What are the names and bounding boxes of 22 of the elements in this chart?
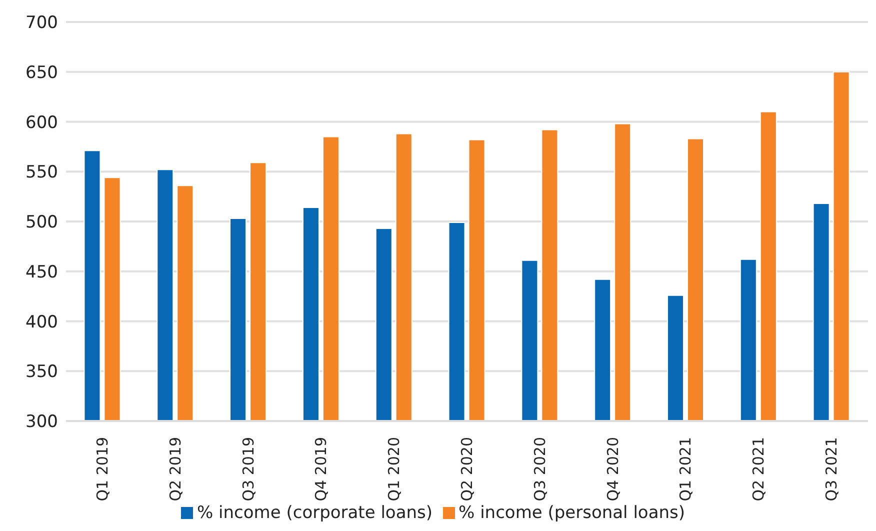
x-tick-label: Q4 2020 — [604, 437, 622, 502]
x-tick-label: Q1 2021 — [676, 437, 695, 502]
y-tick-label: 300 — [26, 412, 58, 432]
x-tick-label: Q2 2020 — [458, 437, 476, 502]
x-tick-label: Q2 2021 — [750, 437, 768, 502]
legend-label: % income (personal loans) — [458, 503, 685, 523]
x-tick-label: Q3 2021 — [822, 437, 841, 502]
y-tick-label: 550 — [26, 162, 58, 183]
x-tick-label: Q3 2019 — [239, 437, 258, 502]
x-tick-label: Q3 2020 — [530, 437, 549, 502]
x-tick-label: Q1 2020 — [385, 437, 404, 502]
y-tick-label: 600 — [26, 112, 58, 133]
y-tick-label: 700 — [26, 13, 58, 34]
y-tick-label: 450 — [26, 262, 58, 282]
x-tick-label: Q4 2019 — [312, 437, 330, 502]
legend-label: % income (corporate loans) — [196, 503, 433, 523]
x-tick-label: Q1 2019 — [93, 437, 112, 502]
y-tick-label: 400 — [26, 312, 58, 332]
y-tick-label: 650 — [26, 62, 58, 83]
y-tick-label: 500 — [26, 212, 58, 233]
y-tick-label: 350 — [26, 362, 58, 382]
x-tick-label: Q2 2019 — [166, 437, 184, 502]
